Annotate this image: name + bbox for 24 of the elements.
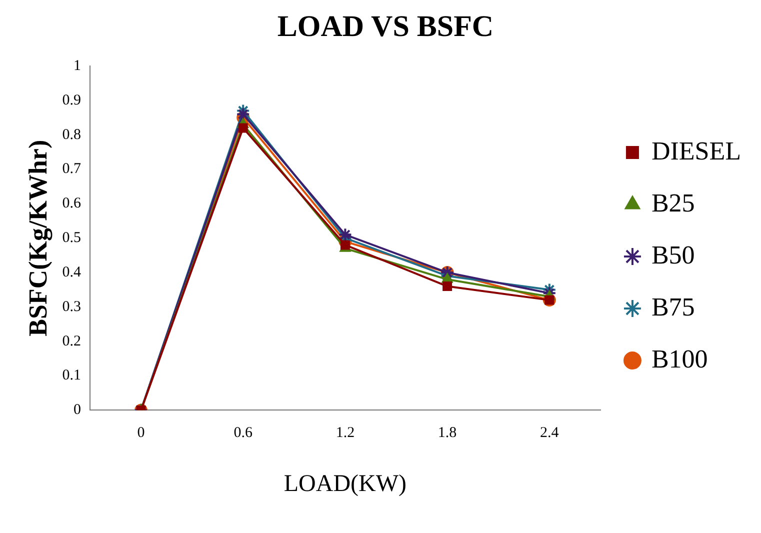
y-tick-label: 0.3 xyxy=(62,298,81,315)
y-tick-label: 0.7 xyxy=(62,161,82,178)
y-tick-label: 0.8 xyxy=(62,126,81,143)
legend-label: DIESEL xyxy=(651,136,742,166)
x-tick-label: 0 xyxy=(137,425,145,442)
y-tick-label: 0.1 xyxy=(62,368,81,384)
legend-label: B50 xyxy=(651,240,695,270)
y-tick-label: 0 xyxy=(73,402,81,418)
chart-title: LOAD VS BSFC xyxy=(277,10,494,43)
x-tick-label: 1.8 xyxy=(438,425,457,442)
x-axis-title: LOAD(KW) xyxy=(284,470,407,497)
legend-label: B25 xyxy=(651,188,695,218)
y-tick-label: 0.2 xyxy=(62,333,81,350)
legend-label: B100 xyxy=(651,344,708,374)
x-tick-label: 2.4 xyxy=(540,425,560,442)
y-axis-title: BSFC(Kg/KWhr) xyxy=(23,140,52,336)
y-tick-label: 0.4 xyxy=(62,264,82,280)
y-tick-label: 0.9 xyxy=(62,92,81,108)
y-tick-label: 0.5 xyxy=(62,230,81,246)
y-tick-label: 0.6 xyxy=(62,196,82,212)
legend-label: B75 xyxy=(651,292,695,322)
x-tick-label: 0.6 xyxy=(234,425,253,442)
y-tick-label: 1 xyxy=(73,58,81,74)
x-tick-label: 1.2 xyxy=(336,425,355,442)
